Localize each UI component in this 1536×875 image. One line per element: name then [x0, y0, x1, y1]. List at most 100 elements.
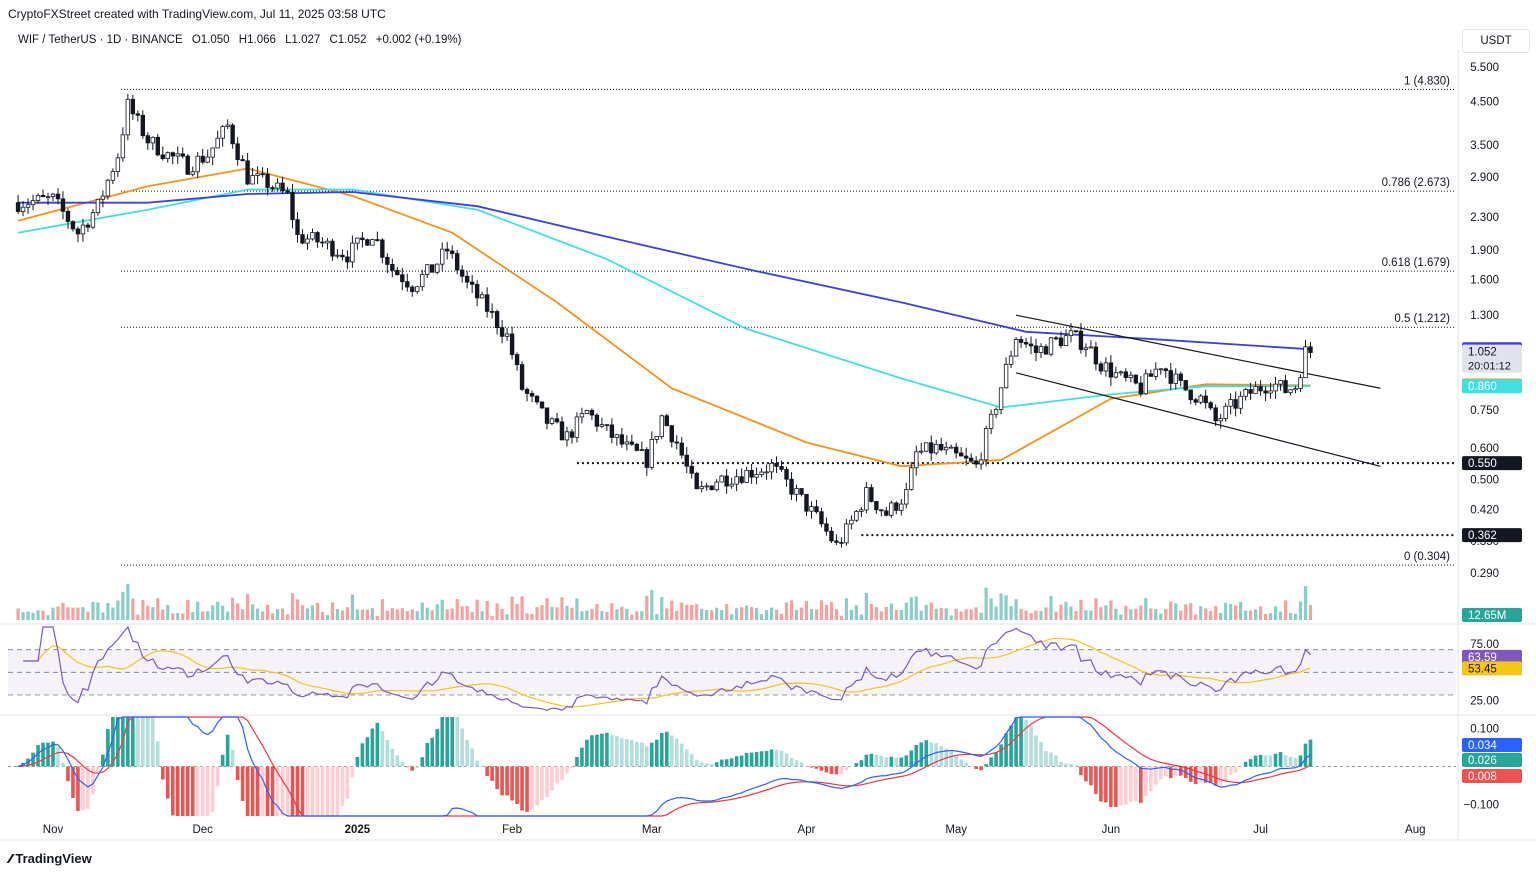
- macd-histogram-bar: [190, 766, 195, 816]
- candle-body: [420, 274, 425, 288]
- candle-body: [440, 248, 445, 265]
- macd-histogram-bar: [315, 766, 320, 816]
- candle-body: [714, 481, 719, 491]
- volume-bar: [1079, 600, 1083, 620]
- candle-body: [180, 153, 185, 157]
- volume-bar: [31, 612, 35, 620]
- time-axis-tick: Nov: [43, 824, 64, 836]
- volume-bar: [824, 604, 829, 620]
- macd-histogram-bar: [739, 755, 744, 767]
- macd-histogram-bar: [76, 766, 80, 811]
- macd-histogram-bar: [420, 757, 425, 767]
- macd-histogram-bar: [964, 762, 968, 767]
- time-axis-tick: Feb: [502, 824, 522, 836]
- volume-bar: [435, 604, 439, 620]
- volume-bar: [315, 603, 320, 620]
- volume-bar: [1268, 613, 1273, 620]
- macd-histogram-bar: [899, 757, 904, 767]
- candle-body: [1088, 346, 1094, 349]
- macd-histogram-bar: [545, 766, 549, 798]
- volume-bar: [754, 607, 759, 620]
- candle-body: [1148, 373, 1153, 377]
- candle-body: [1113, 372, 1119, 378]
- price-axis-tick: 0.420: [1470, 505, 1499, 517]
- macd-histogram-bar: [1009, 725, 1013, 767]
- volume-bar: [211, 605, 215, 620]
- candle-body: [609, 424, 615, 438]
- volume-bar: [1019, 608, 1023, 620]
- candle-body: [1003, 363, 1009, 389]
- candle-body: [1208, 402, 1213, 409]
- volume-bar: [430, 610, 434, 620]
- macd-histogram-bar: [1208, 766, 1213, 784]
- candle-body: [430, 264, 435, 273]
- macd-histogram-bar: [575, 757, 579, 767]
- volume-bar: [779, 613, 784, 620]
- candle-body: [629, 441, 635, 445]
- candle-body: [983, 428, 989, 461]
- volume-bar: [814, 609, 819, 620]
- volume-bar: [545, 598, 549, 620]
- macd-histogram-bar: [984, 764, 988, 767]
- candle-body: [844, 523, 849, 544]
- candle-body: [25, 204, 31, 208]
- macd-histogram-bar: [704, 763, 709, 767]
- volume-bar: [440, 599, 444, 620]
- macd-histogram-bar: [799, 762, 804, 767]
- candle-body: [494, 311, 500, 328]
- volume-bar: [899, 610, 903, 620]
- macd-histogram-bar: [1298, 755, 1303, 767]
- volume-bar: [844, 598, 849, 620]
- macd-histogram-bar: [1263, 755, 1268, 767]
- rsi-axis-tick: 25.00: [1470, 696, 1499, 708]
- symbol-pair[interactable]: WIF / TetherUS · 1D · BINANCE: [18, 34, 183, 46]
- macd-histogram-bar: [325, 766, 330, 816]
- candle-body: [1093, 346, 1099, 365]
- candle-body: [265, 173, 270, 188]
- candle-body: [624, 441, 630, 445]
- fib-level-label: 0.786 (2.673): [1382, 177, 1451, 189]
- candle-body: [280, 182, 285, 192]
- macd-histogram-bar: [635, 741, 639, 767]
- macd-histogram-bar: [674, 738, 679, 767]
- candle-body: [899, 503, 904, 511]
- volume-bar: [1308, 604, 1313, 620]
- volume-bar: [515, 603, 519, 620]
- candle-body: [779, 465, 784, 470]
- candle-body: [1303, 346, 1308, 379]
- macd-histogram-bar: [1258, 754, 1263, 767]
- macd-histogram-bar: [345, 766, 350, 799]
- candle-body: [55, 193, 61, 200]
- macd-histogram-bar: [909, 750, 914, 767]
- volume-bar: [96, 602, 100, 620]
- volume-bar: [605, 611, 609, 620]
- candle-body: [1048, 337, 1054, 355]
- macd-histogram-bar: [914, 744, 919, 767]
- currency-selector[interactable]: USDT: [1462, 29, 1530, 53]
- macd-histogram-bar: [91, 766, 95, 795]
- macd-histogram-bar: [295, 766, 300, 816]
- volume-bar: [21, 612, 25, 620]
- candle-body: [524, 388, 530, 394]
- volume-bar: [750, 607, 754, 620]
- volume-bar: [725, 604, 729, 620]
- macd-histogram-bar: [535, 766, 539, 806]
- volume-bar: [131, 598, 135, 620]
- macd-histogram-bar: [794, 760, 799, 767]
- volume-bar: [1129, 609, 1133, 620]
- candle-body: [909, 467, 914, 490]
- rsi-ma-line: [23, 637, 1311, 708]
- candle-body: [1203, 395, 1208, 404]
- volume-bar: [1263, 614, 1268, 620]
- candle-body: [849, 519, 854, 525]
- macd-histogram-bar: [784, 753, 789, 767]
- candle-body: [240, 159, 245, 162]
- volume-bar: [1049, 595, 1053, 620]
- volume-bar: [395, 609, 399, 620]
- volume-bar: [1069, 606, 1073, 620]
- macd-histogram-bar: [131, 717, 135, 767]
- macd-histogram-bar: [664, 731, 669, 767]
- macd-histogram-bar: [769, 749, 774, 767]
- volume-bar: [270, 613, 275, 620]
